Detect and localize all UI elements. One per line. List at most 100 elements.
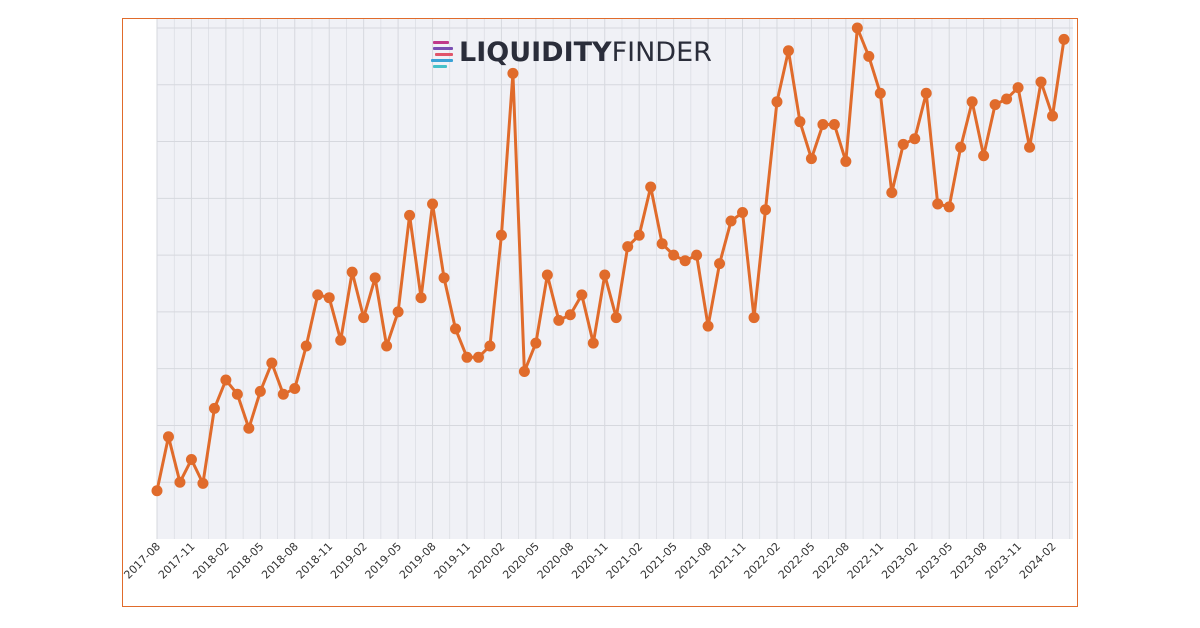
- data-point: [277, 388, 289, 400]
- data-point: [495, 229, 507, 241]
- data-point: [1047, 110, 1059, 122]
- data-point: [564, 309, 576, 321]
- x-tick-label: 2023-02: [879, 540, 921, 582]
- data-point: [1035, 76, 1047, 88]
- data-point: [656, 238, 668, 250]
- data-point: [748, 312, 760, 324]
- data-point: [691, 249, 703, 261]
- data-point: [828, 119, 840, 131]
- data-point: [737, 207, 749, 219]
- x-tick-label: 2024-02: [1017, 540, 1059, 582]
- x-tick-label: 2021-05: [638, 540, 680, 582]
- data-point: [633, 229, 645, 241]
- data-point: [909, 133, 921, 145]
- data-point: [702, 320, 714, 332]
- data-point: [254, 385, 266, 397]
- data-point: [863, 50, 875, 62]
- logo-brand-light: FINDER: [612, 37, 712, 68]
- data-point: [1001, 93, 1013, 105]
- data-point: [381, 340, 393, 352]
- x-tick-label: 2021-11: [707, 540, 749, 582]
- x-tick-label: 2018-11: [294, 540, 336, 582]
- data-point: [151, 485, 163, 497]
- x-tick-label: 2020-05: [500, 540, 542, 582]
- data-point: [955, 141, 967, 153]
- data-point: [1024, 141, 1036, 153]
- plot-area: [157, 19, 1073, 539]
- data-point: [438, 272, 450, 284]
- data-point: [289, 383, 301, 395]
- data-point: [920, 87, 932, 99]
- data-point: [197, 477, 209, 489]
- data-point: [484, 340, 496, 352]
- data-point: [472, 351, 484, 363]
- x-axis-tick-labels: 2017-082017-112018-022018-052018-082018-…: [123, 540, 1059, 582]
- data-point: [231, 388, 243, 400]
- x-tick-label: 2020-02: [466, 540, 508, 582]
- data-point: [415, 292, 427, 304]
- series-markers: [151, 22, 1070, 497]
- data-point: [886, 187, 898, 199]
- data-point: [759, 204, 771, 216]
- x-tick-label: 2017-08: [123, 540, 163, 582]
- data-point: [782, 45, 794, 57]
- x-tick-label: 2019-05: [363, 540, 405, 582]
- x-tick-label: 2023-08: [948, 540, 990, 582]
- data-point: [978, 150, 990, 162]
- data-point: [162, 431, 174, 443]
- x-tick-label: 2018-08: [259, 540, 301, 582]
- data-point: [369, 272, 381, 284]
- data-point: [587, 337, 599, 349]
- x-tick-label: 2019-02: [328, 540, 370, 582]
- chart-frame: LIQUIDITYFINDER 2017-08 2017-11 2018-02 201…: [122, 18, 1078, 607]
- logo-brand-bold: LIQUIDITY: [459, 37, 612, 68]
- data-point: [714, 258, 726, 270]
- data-point: [1058, 33, 1070, 45]
- data-point: [794, 116, 806, 128]
- x-tick-label: 2020-11: [569, 540, 611, 582]
- data-point: [518, 366, 530, 378]
- x-tick-label: 2023-05: [914, 540, 956, 582]
- data-point: [932, 198, 944, 210]
- data-point: [840, 155, 852, 167]
- data-point: [771, 96, 783, 108]
- x-tick-label: 2022-11: [845, 540, 887, 582]
- data-point: [541, 269, 553, 281]
- data-point: [817, 119, 829, 131]
- x-tick-label: 2022-05: [776, 540, 818, 582]
- data-point: [300, 340, 312, 352]
- data-point: [1012, 82, 1024, 94]
- data-point: [599, 269, 611, 281]
- data-point: [897, 138, 909, 150]
- data-point: [450, 323, 462, 335]
- x-tick-label: 2022-02: [741, 540, 783, 582]
- data-point: [335, 334, 347, 346]
- data-point: [679, 255, 691, 267]
- data-point: [610, 312, 622, 324]
- data-point: [668, 249, 680, 261]
- data-point: [622, 241, 634, 253]
- data-point: [530, 337, 542, 349]
- data-point: [220, 374, 232, 386]
- data-point: [312, 289, 324, 301]
- data-point: [404, 209, 416, 221]
- data-point: [553, 314, 565, 326]
- data-point: [989, 99, 1001, 111]
- data-point: [966, 96, 978, 108]
- x-gridlines: [156, 19, 1071, 539]
- data-point: [874, 87, 886, 99]
- data-point: [266, 357, 278, 369]
- data-point: [243, 422, 255, 434]
- liquidity-finder-logo: LIQUIDITYFINDER: [431, 37, 712, 68]
- x-tick-label: 2022-08: [810, 540, 852, 582]
- data-point: [805, 153, 817, 165]
- x-tick-label: 2023-11: [983, 540, 1025, 582]
- data-point: [943, 201, 955, 213]
- data-point: [507, 67, 519, 79]
- data-point: [174, 476, 186, 488]
- line-chart: LIQUIDITYFINDER 2017-082017-112018-02201…: [123, 19, 1073, 582]
- data-point: [645, 181, 657, 193]
- x-tick-label: 2019-11: [431, 540, 473, 582]
- x-tick-label: 2021-08: [673, 540, 715, 582]
- data-point: [461, 351, 473, 363]
